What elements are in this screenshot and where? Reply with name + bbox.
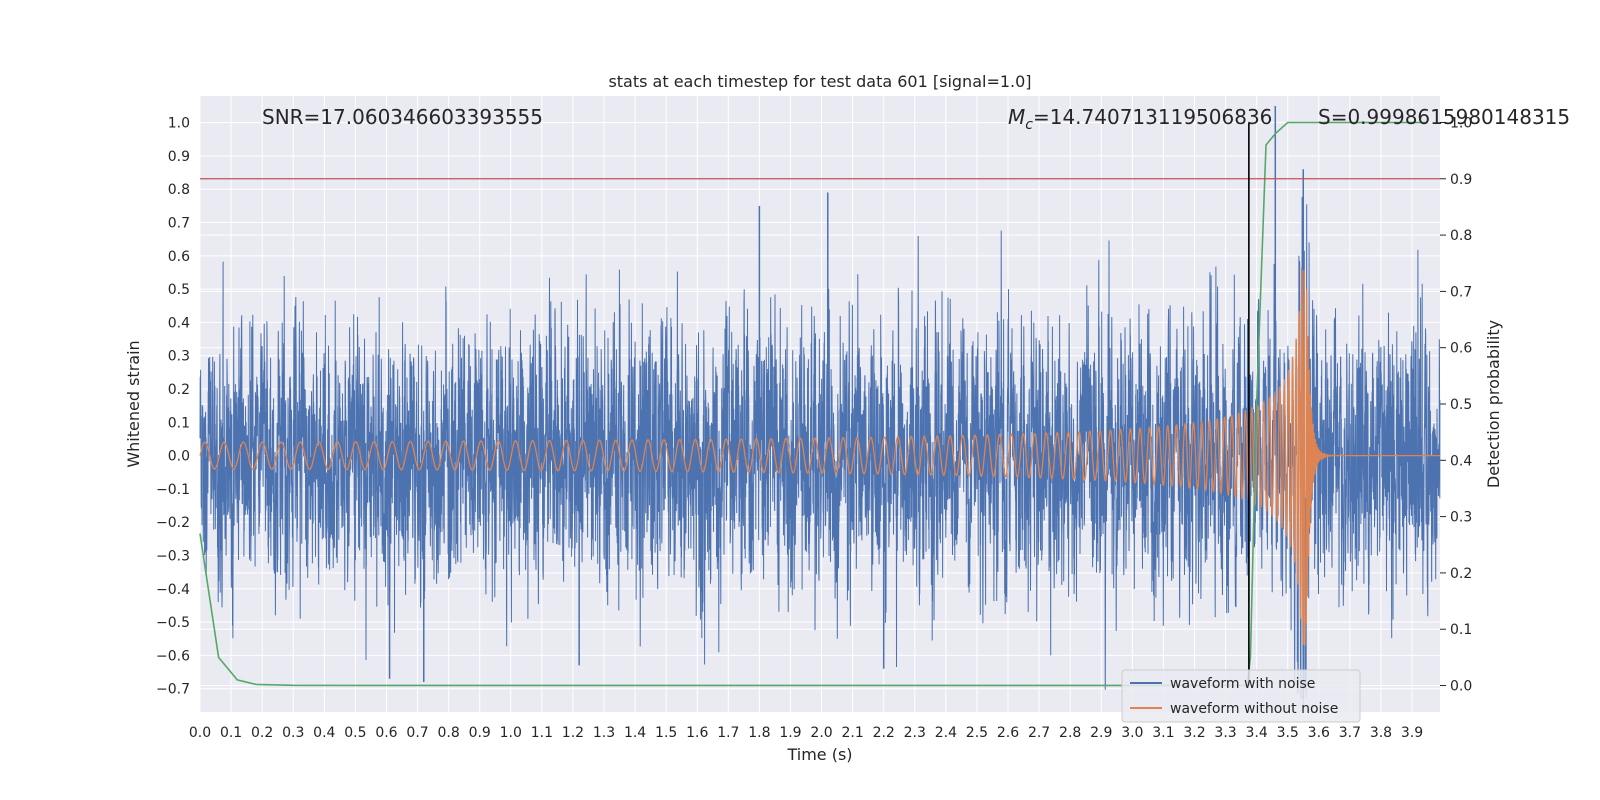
score-annotation: S=0.9998615980148315 bbox=[1318, 105, 1570, 129]
x-tick-label: 0.2 bbox=[251, 725, 273, 741]
x-tick-label: 0.0 bbox=[189, 725, 211, 741]
y-tick-label: 0.7 bbox=[168, 216, 190, 232]
y-tick-label: −0.2 bbox=[156, 515, 190, 531]
y-tick-labels: 1.0 0.9 0.8 0.7 0.6 0.5 0.4 0.3 0.2 0.1 0.0 −0.1 −0.… bbox=[156, 116, 190, 698]
x-tick-label: 0.7 bbox=[406, 725, 428, 741]
x-tick-label: 3.0 bbox=[1121, 725, 1143, 741]
y-tick-label: 1.0 bbox=[168, 116, 190, 132]
y2-tick-label: 0.8 bbox=[1450, 228, 1472, 244]
x-tick-label: 2.9 bbox=[1090, 725, 1112, 741]
y-tick-label: 0.8 bbox=[168, 182, 190, 198]
x-tick-label: 1.9 bbox=[779, 725, 801, 741]
x-tick-label: 2.7 bbox=[1028, 725, 1050, 741]
series-waveform-with-noise bbox=[199, 196, 1441, 707]
y2-tick-label: 0.2 bbox=[1450, 566, 1472, 582]
y-tick-label: 0.6 bbox=[168, 249, 190, 265]
x-tick-label: 2.2 bbox=[873, 725, 895, 741]
x-tick-label: 0.9 bbox=[469, 725, 491, 741]
x-tick-label: 0.3 bbox=[282, 725, 304, 741]
legend: waveform with noise waveform without noi… bbox=[1121, 669, 1361, 723]
x-tick-label: 0.8 bbox=[437, 725, 459, 741]
y-axis-label: Whitened strain bbox=[124, 340, 143, 467]
x-tick-label: 3.6 bbox=[1308, 725, 1330, 741]
y-tick-label: 0.5 bbox=[168, 282, 190, 298]
x-tick-label: 1.4 bbox=[624, 725, 646, 741]
chart-title: stats at each timestep for test data 601… bbox=[608, 72, 1031, 91]
x-tick-label: 2.1 bbox=[841, 725, 863, 741]
x-tick-label: 2.8 bbox=[1059, 725, 1081, 741]
y2-axis-label: Detection probability bbox=[1484, 320, 1503, 488]
y-tick-label: −0.5 bbox=[156, 615, 190, 631]
y2-tick-label: 0.3 bbox=[1450, 510, 1472, 526]
x-tick-label: 3.4 bbox=[1246, 725, 1268, 741]
chirp-mass-value: =14.740713119506836 bbox=[1033, 105, 1272, 129]
y2-tick-label: 0.7 bbox=[1450, 284, 1472, 300]
x-tick-label: 0.4 bbox=[313, 725, 335, 741]
chirp-mass-symbol: M bbox=[1008, 105, 1025, 129]
y-tick-label: −0.7 bbox=[156, 682, 190, 698]
y-tick-label: 0.1 bbox=[168, 415, 190, 431]
y-tick-label: −0.3 bbox=[156, 549, 190, 565]
legend-label-noise: waveform with noise bbox=[1170, 676, 1315, 692]
x-tick-label: 2.6 bbox=[997, 725, 1019, 741]
x-tick-label: 3.5 bbox=[1277, 725, 1299, 741]
y-tick-label: 0.0 bbox=[168, 449, 190, 465]
y2-tick-label: 1.0 bbox=[1450, 115, 1472, 131]
y2-tick-label: 0.0 bbox=[1450, 679, 1472, 695]
chirp-mass-annotation: Mc=14.740713119506836 bbox=[1008, 105, 1272, 133]
x-tick-label: 3.1 bbox=[1152, 725, 1174, 741]
x-axis-label: Time (s) bbox=[786, 745, 852, 764]
y-tick-label: 0.4 bbox=[168, 315, 190, 331]
x-tick-label: 3.7 bbox=[1339, 725, 1361, 741]
series-layer bbox=[199, 105, 1441, 707]
y-tick-label: 0.3 bbox=[168, 349, 190, 365]
x-tick-label: 2.4 bbox=[935, 725, 957, 741]
y2-tick-label: 0.4 bbox=[1450, 453, 1472, 469]
series-waveform-without-noise bbox=[199, 269, 1440, 646]
x-tick-label: 1.5 bbox=[655, 725, 677, 741]
y-tick-label: 0.2 bbox=[168, 382, 190, 398]
chirp-mass-subscript: c bbox=[1025, 117, 1033, 133]
x-tick-label: 1.6 bbox=[686, 725, 708, 741]
y2-tick-label: 0.9 bbox=[1450, 172, 1472, 188]
y2-tick-label: 0.1 bbox=[1450, 622, 1472, 638]
x-tick-label: 0.5 bbox=[344, 725, 366, 741]
x-tick-label: 0.1 bbox=[220, 725, 242, 741]
y-tick-label: −0.6 bbox=[156, 648, 190, 664]
x-tick-label: 3.3 bbox=[1214, 725, 1236, 741]
x-tick-label: 2.5 bbox=[966, 725, 988, 741]
x-tick-label: 2.0 bbox=[810, 725, 832, 741]
y-tick-label: 0.9 bbox=[168, 149, 190, 165]
x-tick-label: 1.8 bbox=[748, 725, 770, 741]
x-tick-label: 1.2 bbox=[562, 725, 584, 741]
x-tick-label: 1.3 bbox=[593, 725, 615, 741]
x-tick-label: 1.7 bbox=[717, 725, 739, 741]
x-tick-label: 3.2 bbox=[1183, 725, 1205, 741]
legend-box bbox=[1121, 669, 1361, 723]
y2-tick-label: 0.6 bbox=[1450, 341, 1472, 357]
x-tick-labels: 0.0 0.1 0.2 0.3 0.4 0.5 0.6 0.7 0.8 0.9 1.0 1.1 1.2 1… bbox=[189, 725, 1423, 741]
x-tick-label: 0.6 bbox=[375, 725, 397, 741]
x-tick-label: 3.8 bbox=[1370, 725, 1392, 741]
snr-annotation: SNR=17.060346603393555 bbox=[262, 105, 543, 129]
x-tick-label: 1.0 bbox=[500, 725, 522, 741]
y2-tick-labels: 1.0 0.9 0.8 0.7 0.6 0.5 0.4 0.3 0.2 0.1 0.0 bbox=[1450, 115, 1472, 694]
x-tick-label: 1.1 bbox=[531, 725, 553, 741]
x-tick-label: 3.9 bbox=[1401, 725, 1423, 741]
y-tick-label: −0.4 bbox=[156, 582, 190, 598]
x-tick-label: 2.3 bbox=[904, 725, 926, 741]
y2-tick-label: 0.5 bbox=[1450, 397, 1472, 413]
legend-label-clean: waveform without noise bbox=[1170, 701, 1338, 717]
y-tick-label: −0.1 bbox=[156, 482, 190, 498]
